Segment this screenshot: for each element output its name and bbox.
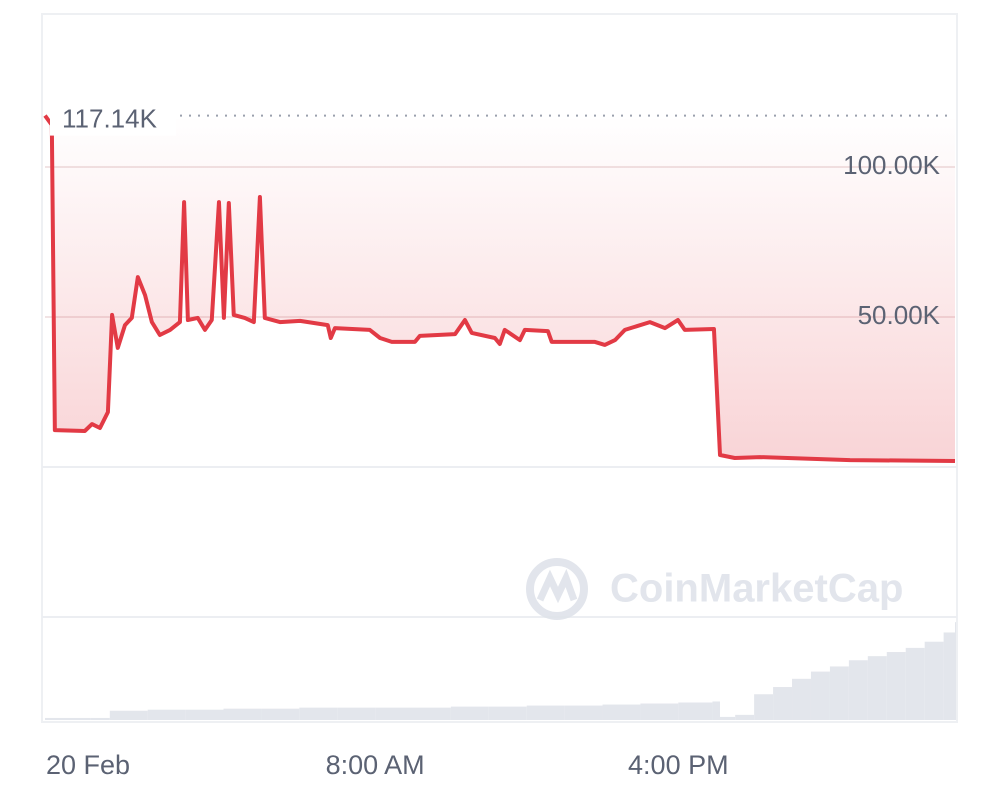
- volume-bar: [45, 717, 91, 720]
- volume-bar: [712, 701, 721, 720]
- y-tick-label: 100.00K: [843, 150, 941, 180]
- volume-bar: [109, 710, 148, 720]
- volume-bar: [564, 705, 603, 720]
- logo-mark: [536, 568, 578, 604]
- x-tick-label: 20 Feb: [46, 750, 130, 780]
- volume-bar: [640, 703, 679, 720]
- volume-bar: [773, 687, 793, 720]
- volume-bar: [147, 709, 186, 720]
- volume-bar: [867, 656, 887, 720]
- watermark-text: CoinMarketCap: [610, 567, 903, 611]
- volume-bar: [829, 666, 849, 720]
- volume-bar: [943, 632, 955, 720]
- volume-bar: [955, 622, 956, 720]
- area-fill: [45, 115, 955, 462]
- price-line: [43, 114, 956, 463]
- volume-bar: [526, 705, 565, 720]
- volume-bar: [90, 717, 110, 720]
- logo: [526, 558, 588, 620]
- x-tick-label: 8:00 AM: [326, 750, 425, 780]
- volume-bar: [905, 647, 925, 720]
- volume-bar: [848, 660, 868, 720]
- volume-bar: [886, 652, 906, 720]
- volume-bar: [720, 716, 736, 720]
- y-tick-label: 50.00K: [858, 300, 941, 330]
- volume-bar: [223, 708, 262, 720]
- volume-bar: [185, 709, 224, 720]
- x-tick-label: 4:00 PM: [628, 750, 729, 780]
- volume-bar: [735, 714, 755, 720]
- volume-bar: [337, 707, 376, 720]
- watermark: CoinMarketCap: [526, 558, 903, 620]
- volume-bar: [810, 671, 830, 720]
- annotation-label: 117.14K: [62, 103, 158, 133]
- volume-bar: [602, 704, 641, 720]
- volume-bar: [678, 702, 713, 720]
- volume-bar: [792, 678, 811, 720]
- volume-bar: [261, 708, 300, 720]
- annotation-box: [50, 95, 176, 136]
- volume-bar: [299, 707, 338, 720]
- plot-frame: [41, 13, 958, 723]
- volume-bar: [450, 706, 489, 720]
- volume-bar: [488, 706, 527, 720]
- volume-bar: [754, 694, 774, 720]
- volume-bar: [413, 707, 451, 720]
- volume-bar: [924, 641, 944, 720]
- volume-bar: [375, 707, 414, 720]
